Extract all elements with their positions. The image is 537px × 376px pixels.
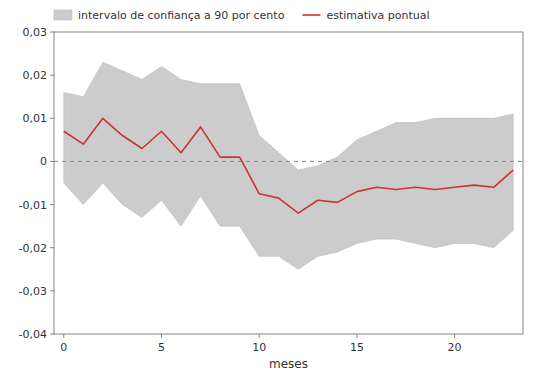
y-tick-label: -0,01 xyxy=(19,199,47,212)
x-tick-label: 0 xyxy=(60,341,67,354)
x-tick xyxy=(454,334,455,338)
y-tick xyxy=(50,247,54,248)
x-axis-label: meses xyxy=(269,357,308,371)
legend-swatch xyxy=(54,10,72,20)
y-tick xyxy=(50,334,54,335)
y-tick xyxy=(50,204,54,205)
plot-frame xyxy=(54,32,523,334)
x-tick xyxy=(356,334,357,338)
y-tick xyxy=(50,32,54,33)
x-tick xyxy=(63,334,64,338)
y-tick-label: 0,03 xyxy=(23,26,48,39)
y-tick-label: 0,02 xyxy=(23,69,48,82)
legend-label: intervalo de confiança a 90 por cento xyxy=(78,9,285,22)
y-tick xyxy=(50,75,54,76)
y-tick-label: 0,01 xyxy=(23,112,48,125)
point-estimate-line xyxy=(64,118,513,213)
y-tick xyxy=(50,290,54,291)
x-tick xyxy=(161,334,162,338)
x-tick-label: 20 xyxy=(448,341,462,354)
x-tick-label: 15 xyxy=(350,341,364,354)
legend-swatch xyxy=(302,14,320,16)
x-tick-label: 5 xyxy=(158,341,165,354)
legend: intervalo de confiança a 90 por cento est… xyxy=(54,9,430,22)
y-tick-label: -0,02 xyxy=(19,242,47,255)
y-tick xyxy=(50,161,54,162)
chart: -0,04 -0,03 -0,02 -0,01 0 0,01 0,02 0,03 0 5 10 15 2… xyxy=(0,0,537,376)
plot-area xyxy=(54,62,523,269)
y-tick-label: 0 xyxy=(40,155,47,168)
x-tick xyxy=(259,334,260,338)
zero-line xyxy=(54,161,523,162)
y-tick-label: -0,03 xyxy=(19,285,47,298)
legend-label: estimativa pontual xyxy=(326,9,429,22)
y-tick xyxy=(50,118,54,119)
x-tick-label: 10 xyxy=(252,341,266,354)
y-tick-label: -0,04 xyxy=(19,328,47,341)
confidence-band xyxy=(64,62,513,269)
